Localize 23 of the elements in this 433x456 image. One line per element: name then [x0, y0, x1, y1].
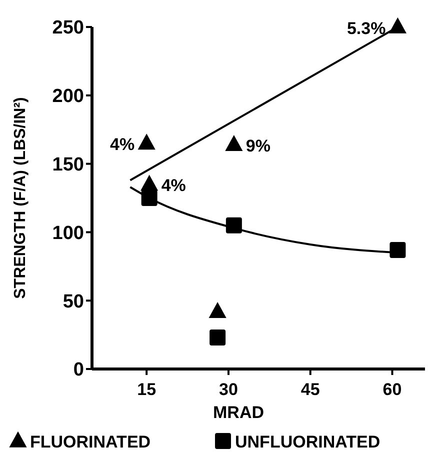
legend-label: FLUORINATED	[30, 432, 151, 452]
point	[390, 242, 406, 258]
x-axis-title: MRAD	[213, 403, 264, 422]
annotation: 9%	[246, 136, 271, 156]
point	[225, 135, 243, 152]
x-tick-label: 45	[300, 380, 320, 399]
x-tick-label: 30	[219, 380, 238, 399]
annotation: 4%	[110, 135, 135, 154]
annotation: 5.3%	[346, 18, 386, 38]
point	[140, 174, 158, 191]
point	[138, 134, 156, 150]
x-tick-label: 15	[137, 380, 156, 399]
y-tick-label: 150	[52, 154, 84, 176]
point	[210, 330, 226, 346]
y-tick-label: 100	[52, 222, 84, 244]
y-axis-title: STRENGTH (F/A) (LBS/IN²)	[12, 97, 29, 299]
x-tick-label: 60	[382, 380, 402, 399]
y-tick-label: 50	[62, 291, 84, 312]
legend-label: UNFLUORINATED	[235, 432, 380, 452]
y-tick-label: 0	[73, 360, 84, 381]
y-tick-label: 200	[52, 86, 84, 108]
annotation: 4%	[161, 176, 186, 196]
y-tick-label: 250	[52, 18, 84, 39]
